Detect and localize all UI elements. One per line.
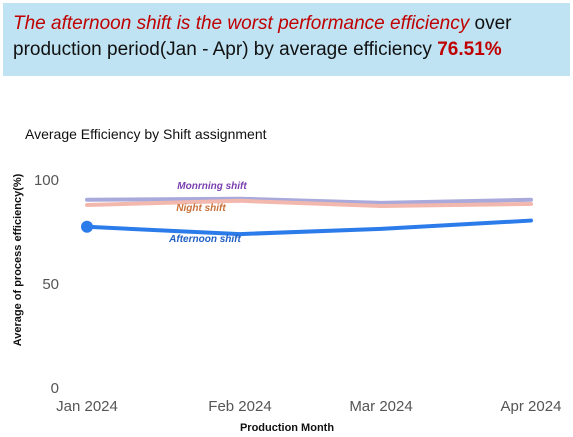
y-tick-label: 100 [34, 172, 59, 189]
series-label-monrning-shift: Monrning shift [177, 181, 247, 192]
afternoon-shift-marker [81, 220, 93, 233]
banner-value: 76.51% [437, 39, 502, 60]
x-tick-label: Jan 2024 [56, 398, 118, 415]
chart-title: Average Efficiency by Shift assignment [25, 126, 267, 142]
series-line-monrning-shift [85, 196, 533, 205]
x-axis-label: Production Month [240, 422, 334, 434]
series-line-afternoon-shift [85, 218, 533, 237]
x-tick-label: Apr 2024 [501, 398, 562, 415]
y-tick-label: 50 [42, 276, 59, 293]
insight-banner: The afternoon shift is the worst perform… [3, 3, 570, 76]
y-axis-label: Average of process efficiency(%) [12, 173, 24, 346]
series-label-night-shift: Night shift [176, 203, 226, 214]
banner-text: over production period(Jan - Apr) by ave… [13, 13, 512, 60]
y-tick-label: 0 [51, 380, 59, 397]
series-label-afternoon-shift: Afternoon shift [168, 234, 241, 245]
series-line-night-shift [85, 198, 533, 208]
banner-highlight: The afternoon shift is the worst perform… [13, 13, 470, 34]
x-tick-label: Mar 2024 [349, 398, 412, 415]
x-tick-label: Feb 2024 [208, 398, 271, 415]
